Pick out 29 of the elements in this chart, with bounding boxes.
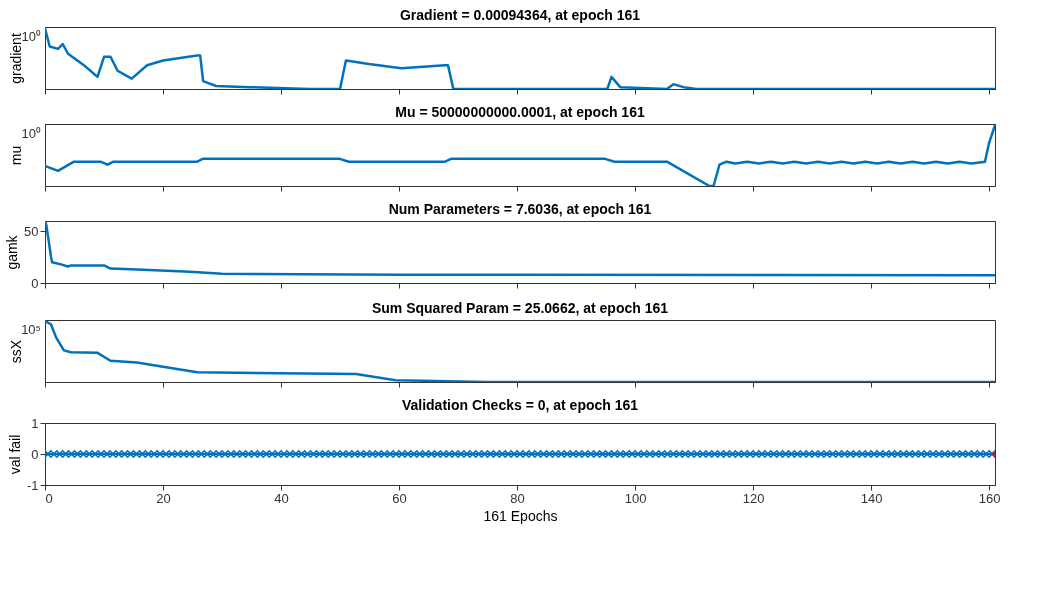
x-tick-label: 140 [860, 490, 883, 506]
x-tick-label: 0 [45, 490, 53, 506]
x-tick-label: 40 [274, 490, 289, 506]
x-tick-label: 60 [392, 490, 407, 506]
x-axis-title: 161 Epochs [483, 507, 558, 524]
text: 10⁵ [21, 322, 41, 337]
y-axis-title: gradient [7, 33, 24, 84]
y-axis-title: gamk [4, 234, 21, 270]
chart-title: Sum Squared Param = 25.0662, at epoch 161 [371, 300, 669, 316]
line-series [45, 221, 995, 277]
y-axis-title: ssX [7, 339, 24, 364]
y-tick-label: -1 [26, 477, 39, 493]
y-tick-label: 1 [31, 415, 39, 431]
y-axis-title: mu [7, 145, 24, 166]
y-axis-title: val fail [6, 434, 23, 475]
text: 10⁰ [21, 29, 41, 44]
y-tick-label: 0 [31, 446, 39, 462]
x-tick-label: 120 [742, 490, 765, 506]
chart-title: Mu = 50000000000.0001, at epoch 161 [395, 104, 645, 120]
text: 10⁰ [21, 126, 41, 141]
x-tick-label: 80 [510, 490, 525, 506]
chart-title: Gradient = 0.00094364, at epoch 161 [399, 7, 641, 23]
chart-title: Num Parameters = 7.6036, at epoch 161 [388, 201, 652, 217]
y-tick-label: 50 [24, 223, 39, 239]
x-tick-label: 160 [978, 490, 1001, 506]
chart-title: Validation Checks = 0, at epoch 161 [401, 397, 639, 413]
y-tick-label: 0 [31, 275, 39, 291]
x-tick-label: 100 [624, 490, 647, 506]
x-tick-label: 20 [156, 490, 171, 506]
